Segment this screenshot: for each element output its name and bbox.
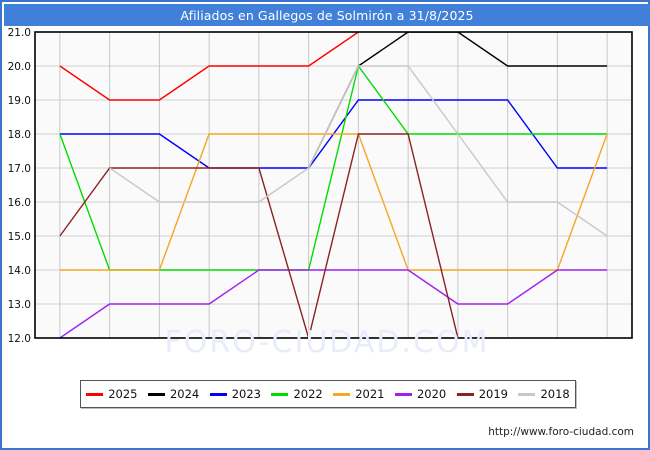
legend-item-2022[interactable]: 2022 [271, 387, 323, 401]
legend-swatch-2024 [147, 392, 165, 396]
y-tick-19.0: 19.0 [8, 95, 31, 107]
y-tick-17.0: 17.0 [8, 163, 31, 175]
plot-border [34, 31, 633, 339]
series-line-2018 [109, 65, 608, 237]
series-line-2020 [59, 269, 608, 338]
line-chart: 12.0 13.0 14.0 15.0 16.0 17.0 18.0 19.0 20.0 21.0… [8, 27, 633, 342]
legend-swatch-2019 [456, 392, 474, 396]
legend-swatch-2022 [271, 392, 289, 396]
legend-label-2024: 2024 [169, 387, 200, 401]
legend-label-2021: 2021 [355, 387, 385, 401]
window-title-bar: Afiliados en Gallegos de Solmirón a 31/8… [4, 4, 650, 26]
legend-label-2019: 2019 [478, 387, 509, 401]
legend-swatch-2025 [86, 392, 104, 396]
legend-swatch-2018 [518, 392, 536, 396]
y-tick-13.0: 13.0 [8, 299, 31, 311]
legend-label-2018: 2018 [540, 387, 570, 401]
legend-swatch-2023 [209, 392, 227, 396]
source-url: http://www.foro-ciudad.com [488, 426, 634, 438]
series-line-2025 [59, 32, 359, 101]
legend-item-2025[interactable]: 2025 [86, 387, 138, 401]
series-line-2019 [59, 133, 459, 338]
legend-item-2024[interactable]: 2024 [147, 387, 200, 401]
y-tick-14.0: 14.0 [8, 265, 31, 277]
plot-background [35, 32, 632, 338]
chart-legend: 2025 2024 2023 2022 2021 2020 2019 2018 [80, 380, 576, 408]
page-title: Afiliados en Gallegos de Solmirón a 31/8… [180, 7, 474, 23]
legend-label-2023: 2023 [231, 387, 262, 401]
legend-label-2025: 2025 [108, 387, 138, 401]
y-tick-15.0: 15.0 [8, 231, 31, 243]
legend-item-2023[interactable]: 2023 [209, 387, 262, 401]
legend-item-2020[interactable]: 2020 [394, 387, 447, 401]
legend-item-2018[interactable]: 2018 [518, 387, 570, 401]
legend-label-2022: 2022 [293, 387, 323, 401]
y-tick-20.0: 20.0 [8, 61, 31, 73]
series-line-2021 [59, 133, 608, 271]
y-tick-21.0: 21.0 [8, 27, 31, 39]
y-tick-16.0: 16.0 [8, 197, 31, 209]
legend-item-2021[interactable]: 2021 [333, 387, 385, 401]
legend-label-2020: 2020 [416, 387, 447, 401]
y-tick-18.0: 18.0 [8, 129, 31, 141]
legend-swatch-2020 [394, 392, 412, 396]
y-tick-12.0: 12.0 [8, 333, 31, 342]
plot-area: 12.0 13.0 14.0 15.0 16.0 17.0 18.0 19.0 20.0 21.0… [2, 26, 650, 342]
legend-swatch-2021 [333, 392, 351, 396]
legend-item-2019[interactable]: 2019 [456, 387, 509, 401]
